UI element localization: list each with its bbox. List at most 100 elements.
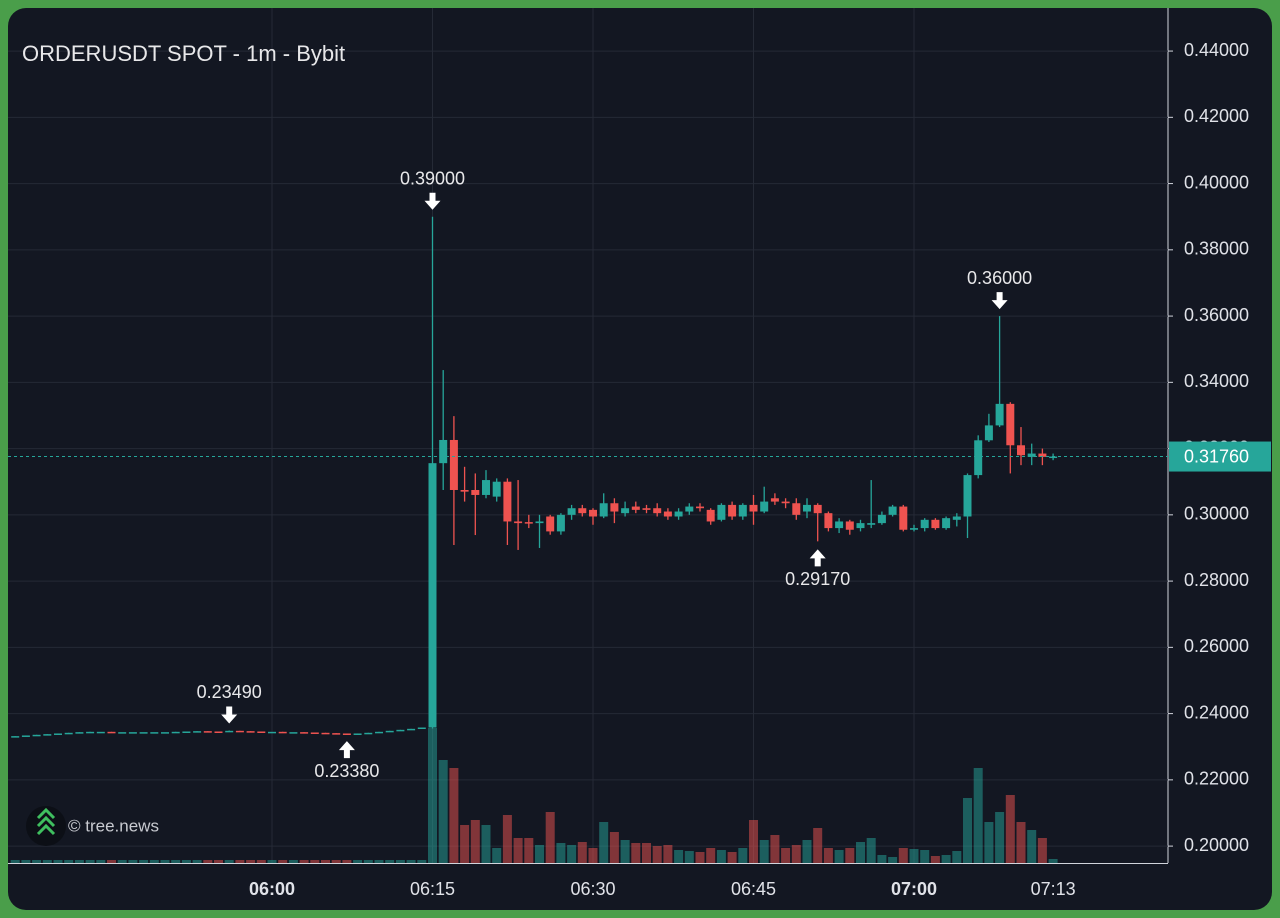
volume-bar	[749, 820, 758, 863]
volume-bar	[21, 860, 31, 863]
volume-bar	[117, 860, 127, 863]
candle-body	[43, 734, 52, 736]
annotation-label: 0.39000	[400, 168, 465, 188]
candle-body	[64, 732, 73, 735]
candle-body	[150, 732, 159, 734]
volume-bar	[470, 820, 480, 863]
candle-body	[546, 516, 555, 532]
candle-body	[1017, 445, 1025, 456]
candle-body	[631, 506, 640, 510]
volume-bar	[502, 815, 512, 863]
y-tick-label: 0.34000	[1184, 371, 1249, 391]
candle-body	[21, 735, 30, 737]
candle-body	[942, 518, 951, 529]
volume-bar	[256, 860, 266, 863]
candle-body	[792, 503, 801, 515]
volume-bar	[631, 843, 641, 863]
last-price-label: 0.31760	[1184, 446, 1249, 466]
candle-body	[856, 523, 865, 529]
volume-bar	[727, 852, 737, 863]
volume-bar	[716, 850, 726, 863]
candle-body	[995, 403, 1004, 426]
candle-body	[449, 439, 458, 490]
volume-bar	[845, 848, 855, 863]
candle-body	[674, 511, 683, 517]
candle-body	[813, 504, 822, 514]
y-tick-label: 0.24000	[1184, 702, 1249, 722]
candle-body	[289, 732, 298, 734]
volume-bar	[941, 855, 951, 863]
volume-bar	[952, 851, 962, 863]
volume-bar	[684, 851, 694, 863]
volume-bar	[513, 838, 523, 863]
volume-bar	[524, 838, 534, 863]
volume-bar	[674, 850, 684, 863]
candle-body	[824, 513, 833, 529]
volume-bar	[406, 860, 416, 863]
candle-body	[931, 519, 940, 529]
watermark: © tree.news	[68, 816, 159, 835]
volume-bar	[963, 798, 972, 863]
volume-bar	[1005, 795, 1015, 863]
candle-body	[653, 508, 662, 514]
volume-bar	[695, 852, 705, 863]
candle-body	[920, 519, 929, 529]
candle-body	[407, 728, 416, 731]
candle-body	[161, 732, 169, 734]
candle-body	[1049, 456, 1058, 459]
candle-body	[535, 521, 544, 524]
candle-body	[439, 439, 448, 464]
volume-bar	[128, 860, 138, 863]
volume-bar	[321, 860, 330, 863]
candle-body	[182, 731, 191, 733]
x-tick-label: 07:13	[1031, 879, 1076, 899]
candle-body	[118, 732, 127, 734]
annotation-arrow	[424, 192, 441, 210]
candle-body	[556, 514, 565, 532]
volume-bar	[224, 860, 234, 863]
volume-bar	[1048, 859, 1058, 863]
candle-body	[214, 731, 223, 733]
volume-bar	[813, 828, 823, 863]
volume-bar	[877, 855, 887, 863]
candle-body	[471, 489, 480, 495]
volume-bar	[85, 860, 95, 863]
candle-body	[428, 463, 437, 728]
x-tick-label: 06:15	[410, 879, 455, 899]
volume-bar	[64, 860, 74, 863]
volume-bar	[395, 860, 405, 863]
x-tick-label: 07:00	[891, 879, 937, 899]
volume-bar	[652, 846, 662, 863]
candle-body	[225, 730, 234, 733]
candle-body	[877, 514, 886, 524]
candle-body	[1027, 453, 1036, 457]
last-price-tag	[1169, 441, 1271, 472]
volume-bar	[577, 842, 587, 863]
candle-body	[300, 732, 309, 734]
volume-bar	[32, 860, 42, 863]
volume-bar	[973, 768, 983, 863]
candle-body	[803, 504, 811, 512]
candle-body	[685, 506, 694, 512]
volume-bar	[353, 860, 363, 863]
candle-body	[86, 731, 95, 734]
candle-body	[567, 508, 576, 515]
annotation-label: 0.23490	[197, 682, 262, 702]
volume-bar	[214, 860, 223, 863]
volume-bar	[984, 822, 994, 863]
candle-body	[246, 731, 255, 733]
volume-bar	[385, 860, 395, 863]
volume-bar	[545, 812, 555, 863]
candle-body	[599, 503, 608, 517]
candle-body	[203, 731, 212, 733]
volume-bar	[192, 860, 202, 863]
candle-body	[96, 731, 105, 734]
candle-body	[321, 732, 330, 735]
volume-bar	[203, 860, 213, 863]
volume-bar	[770, 835, 780, 863]
volume-bar	[599, 822, 609, 863]
y-tick-label: 0.28000	[1184, 570, 1249, 590]
annotation-arrow	[809, 549, 826, 567]
candle-body	[54, 733, 62, 735]
